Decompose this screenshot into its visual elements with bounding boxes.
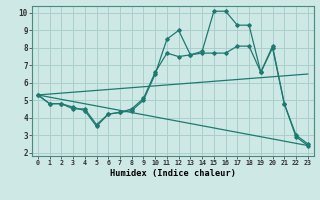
- X-axis label: Humidex (Indice chaleur): Humidex (Indice chaleur): [110, 169, 236, 178]
